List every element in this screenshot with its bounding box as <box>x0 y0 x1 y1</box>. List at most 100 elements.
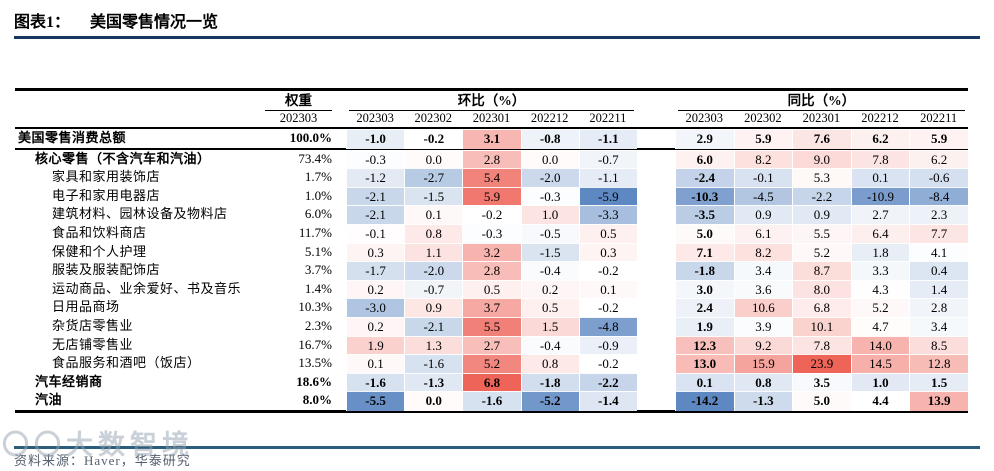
mom-value: 1.3 <box>404 335 463 356</box>
yoy-value: 0.1 <box>850 168 910 188</box>
yoy-value: 13.9 <box>909 391 968 411</box>
mom-value: -4.8 <box>578 316 637 337</box>
mom-value: 1.1 <box>404 242 463 263</box>
title-rule <box>14 36 980 39</box>
mom-value: -3.0 <box>346 298 405 318</box>
mom-period-header: 202303 <box>356 111 394 125</box>
weight-period-header: 202303 <box>279 111 318 125</box>
yoy-value: -1.3 <box>733 391 793 411</box>
mom-value: 0.2 <box>520 279 579 300</box>
mom-value: -1.7 <box>346 261 405 281</box>
mom-value: 2.8 <box>462 149 521 170</box>
mom-value: -0.2 <box>578 261 637 281</box>
yoy-period-header: 202303 <box>685 111 723 125</box>
yoy-value: 10.1 <box>792 316 851 337</box>
table-row: 日用品商场 10.3% -3.0 0.9 3.7 0.5 -0.2 2.4 10.6 6.8 5.2… <box>15 298 968 318</box>
mom-value: -1.5 <box>404 186 463 207</box>
mom-value: 3.1 <box>462 129 521 149</box>
mom-value: -1.4 <box>578 391 637 411</box>
table-row: 核心零售（不含汽车和汽油） 73.4% -0.3 0.0 2.8 0.0 -0.7 6.0 8.… <box>15 149 968 170</box>
yoy-value: 3.3 <box>850 261 910 281</box>
yoy-value: 5.0 <box>674 223 734 244</box>
mom-value: 6.8 <box>462 372 521 393</box>
table-row: 食品服务和酒吧（饭店） 13.5% 0.1 -1.6 5.2 0.8 -0.2 13.0 15.… <box>15 354 968 374</box>
yoy-value: 2.9 <box>674 129 734 149</box>
row-label: 杂货店零售业 <box>52 317 134 333</box>
row-label: 建筑材料、园林设备及物料店 <box>52 206 228 222</box>
table-row: 美国零售消费总额 100.0% -1.0 -0.2 3.1 -0.8 -1.1 2.9 5.9 7… <box>15 129 968 150</box>
mom-value: -5.5 <box>346 391 405 411</box>
mom-value: 1.5 <box>520 316 579 337</box>
yoy-value: 3.5 <box>792 372 851 393</box>
yoy-value: 7.8 <box>850 149 910 170</box>
mom-value: 0.2 <box>346 316 405 337</box>
weight-value: 3.7% <box>304 262 332 278</box>
yoy-value: 2.8 <box>909 298 968 318</box>
row-label: 服装及服装配饰店 <box>52 262 161 278</box>
row-label: 日用品商场 <box>52 299 120 315</box>
mom-value: -1.6 <box>346 372 405 393</box>
yoy-value: 4.4 <box>850 391 910 411</box>
yoy-value: -10.3 <box>674 186 734 207</box>
table-row: 汽车经销商 18.6% -1.6 -1.3 6.8 -1.8 -2.2 0.1 0.8 3.5 1.… <box>15 372 968 393</box>
yoy-period-header: 202212 <box>861 111 899 125</box>
mom-value: -3.3 <box>578 205 637 225</box>
weight-value: 18.6% <box>296 373 332 389</box>
yoy-value: 7.1 <box>674 242 734 263</box>
mom-value: -2.1 <box>346 186 405 207</box>
yoy-value: -8.4 <box>909 186 968 207</box>
yoy-value: 8.5 <box>909 335 968 356</box>
row-label: 汽油 <box>35 392 63 408</box>
mom-value: -1.5 <box>520 242 579 263</box>
mom-value: 0.2 <box>346 279 405 300</box>
yoy-value: 2.3 <box>909 205 968 225</box>
yoy-value: 15.9 <box>733 354 793 374</box>
weight-group-header: 权重 <box>265 91 332 111</box>
yoy-value: 6.0 <box>674 149 734 170</box>
yoy-value: 1.9 <box>674 316 734 337</box>
mom-value: -1.6 <box>462 391 521 411</box>
mom-value: 2.7 <box>462 335 521 356</box>
mom-value: -1.1 <box>578 129 637 149</box>
exhibit-number: 图表1： <box>14 14 71 31</box>
yoy-value: 9.0 <box>792 149 851 170</box>
weight-value: 1.0% <box>304 187 332 203</box>
mom-value: 5.2 <box>462 354 521 374</box>
mom-value: -0.8 <box>520 129 579 149</box>
mom-value: 0.5 <box>520 298 579 318</box>
yoy-value: 12.3 <box>674 335 734 356</box>
yoy-value: 9.2 <box>733 335 793 356</box>
yoy-value: 3.0 <box>674 279 734 300</box>
yoy-value: 6.1 <box>733 223 793 244</box>
mom-value: -0.2 <box>462 205 521 225</box>
weight-value: 100.0% <box>289 130 332 145</box>
yoy-value: 14.5 <box>850 354 910 374</box>
yoy-value: 6.2 <box>909 149 968 170</box>
yoy-value: -3.5 <box>674 205 734 225</box>
table-row: 建筑材料、园林设备及物料店 6.0% -2.1 0.1 -0.2 1.0 -3.3 -3.5 0… <box>15 205 968 225</box>
yoy-value: -14.2 <box>674 391 734 411</box>
mom-value: -1.6 <box>404 354 463 374</box>
weight-value: 1.7% <box>304 169 332 185</box>
table-row: 运动商品、业余爱好、书及音乐 1.4% 0.2 -0.7 0.5 0.2 0.1 3.0 3.6… <box>15 279 968 300</box>
mom-value: -2.1 <box>404 316 463 337</box>
mom-value: -5.2 <box>520 391 579 411</box>
mom-value: -2.0 <box>404 261 463 281</box>
yoy-value: 8.7 <box>792 261 851 281</box>
mom-value: -0.1 <box>346 223 405 244</box>
table-row: 保健和个人护理 5.1% 0.3 1.1 3.2 -1.5 0.3 7.1 8.2 5.2 1.8 4… <box>15 242 968 263</box>
mom-value: 0.3 <box>578 242 637 263</box>
period-header-row: 202303 202303 202302 202301 202212 202211 2023… <box>15 110 968 129</box>
yoy-value: -2.4 <box>674 168 734 188</box>
weight-value: 6.0% <box>304 206 332 222</box>
weight-value: 13.5% <box>298 355 332 371</box>
mom-value: 0.5 <box>578 223 637 244</box>
mom-value: -2.1 <box>346 205 405 225</box>
retail-heatmap-table: 权重 环比（%） 同比（%） 202303 202303 202302 202301 2022… <box>15 88 968 413</box>
row-label: 无店铺零售业 <box>52 336 134 352</box>
row-label: 核心零售（不含汽车和汽油） <box>35 150 211 166</box>
yoy-value: -4.5 <box>733 186 793 207</box>
row-label: 运动商品、业余爱好、书及音乐 <box>52 280 242 296</box>
mom-value: 0.1 <box>346 354 405 374</box>
yoy-value: 3.4 <box>909 316 968 337</box>
